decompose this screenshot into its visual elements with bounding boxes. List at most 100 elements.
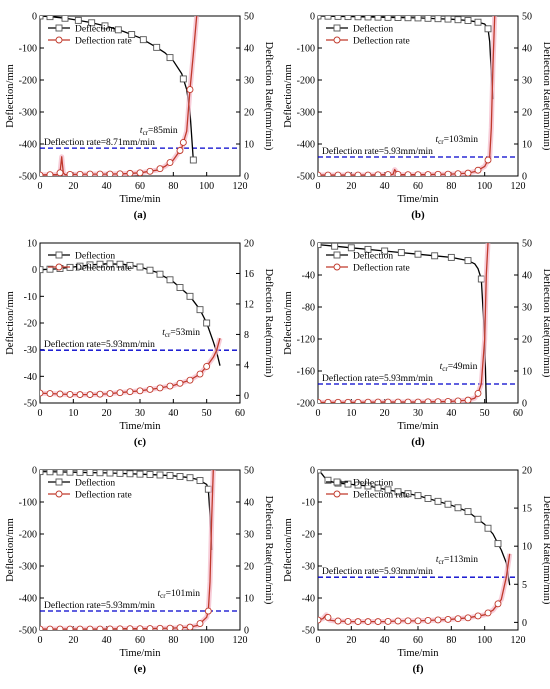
deflection-rate-point [176,624,184,630]
plot-area [318,243,518,403]
deflection-point [324,476,332,484]
y-right-tick-label: 40 [244,44,254,55]
y-right-tick-label: 5 [522,580,527,591]
deflection-rate-point [196,620,204,628]
deflection-point [431,252,439,260]
chart-panel: 0 20 40 60 80 100 120 -500 -400 -300 -200 -100 0 0 10 2… [283,12,550,222]
x-tick-label: 60 [235,408,245,419]
y-left-tick-label: -400 [19,594,37,605]
tcr-value: =101min [166,589,201,599]
panel-label: (e) [134,663,147,675]
deflection-rate-point [196,370,204,378]
y-right-tick-label: 20 [522,466,532,477]
deflection-rate-point [474,166,482,174]
y-right-tick-label: 30 [244,530,254,541]
y-left-tick-label: -100 [19,44,37,55]
deflection-rate-point [179,139,187,146]
y-right-axis-label: Deflection Rate(mm/min) [541,269,550,378]
deflection-rate-point [40,171,44,176]
deflection-rate-point [414,171,422,176]
deflection-rate-point [414,617,422,625]
series-band [318,553,513,625]
deflection-rate-point [424,398,432,403]
panel-label: (b) [411,209,425,221]
deflection-rate-point [156,624,164,630]
deflection-rate-point [186,376,194,384]
x-axis-label: Time/min [119,648,161,659]
deflection-rate-point [434,170,442,176]
deflection-rate-point [394,398,402,403]
x-tick-label: 60 [413,635,423,646]
y-left-tick-label: -50 [302,626,315,637]
deflection-point [136,263,144,271]
deflection-point [334,16,342,20]
deflection-point [96,470,104,477]
deflection-rate-point [166,382,174,390]
deflection-point [203,319,211,327]
tcr-value: =49min [448,362,478,372]
deflection-point [374,16,382,21]
y-left-axis-label: Deflection/mm [5,64,16,128]
deflection-rate-point [384,398,392,403]
deflection-point [126,261,134,269]
y-right-tick-label: 0 [522,399,527,410]
deflection-point [464,17,472,24]
y-right-tick-label: 50 [244,466,254,477]
legend-label: Deflection [75,24,115,35]
y-right-tick-label: 16 [244,269,254,280]
legend-label: Deflection [353,24,393,35]
y-right-tick-label: 50 [522,239,532,250]
chart-panel: 0 20 40 60 80 100 120 -50 -40 -30 -20 -10 0 0 5 10 15 20 T… [283,466,550,676]
deflection-point [414,492,422,500]
x-tick-label: 40 [102,181,112,192]
y-right-axis-label: Deflection Rate(mm/min) [263,42,274,151]
y-left-tick-label: 0 [310,12,315,23]
deflection-point [424,495,432,502]
x-tick-label: 100 [199,635,214,646]
y-left-axis-label: Deflection/mm [283,64,294,128]
x-tick-label: 120 [511,635,526,646]
deflection-rate-point [76,391,84,399]
deflection-point [156,270,164,278]
tcr-subscript: cr [439,558,445,566]
y-right-tick-label: 12 [244,299,254,310]
y-left-axis-label: Deflection/mm [283,518,294,582]
y-right-tick-label: 20 [244,239,254,250]
legend-label: Deflection rate [75,263,132,274]
tcr-symbol: t [158,589,161,599]
x-tick-label: 40 [168,408,178,419]
deflection-rate-point [334,171,342,176]
deflection-point [414,250,422,258]
deflection-rate-point [384,618,392,625]
deflection-point [344,16,352,21]
deflection-rate-point [318,616,322,624]
deflection-rate-point [106,625,114,630]
deflection-rate-point [454,170,462,176]
tcr-label: tcr=113min [436,555,478,566]
legend-marker [55,36,63,44]
deflection-rate-point [404,398,412,403]
plot-area [40,16,240,176]
deflection-rate-point [384,171,392,176]
deflection-rate-point [106,390,114,398]
deflection-rate-point [324,171,332,176]
x-tick-label: 120 [511,181,526,192]
deflection-point [101,22,109,30]
deflection-point [146,471,154,478]
x-tick-label: 30 [413,408,423,419]
y-right-tick-label: 0 [244,626,249,637]
y-left-tick-label: -30 [302,562,315,573]
deflection-rate-point [324,613,332,621]
deflection-rate-point [334,398,342,403]
y-right-tick-label: 0 [244,172,249,183]
y-left-tick-label: 0 [32,265,37,276]
x-axis-label: Time/min [397,194,439,205]
deflection-rate-point [136,169,144,176]
deflection-rate-point [344,171,352,176]
deflection-rate-point [334,617,342,625]
deflection-rate-point [116,389,124,397]
deflection-rate-point [176,147,184,154]
deflection-point [139,36,147,44]
plot-area [40,470,240,630]
y-left-tick-label: -200 [297,399,315,410]
